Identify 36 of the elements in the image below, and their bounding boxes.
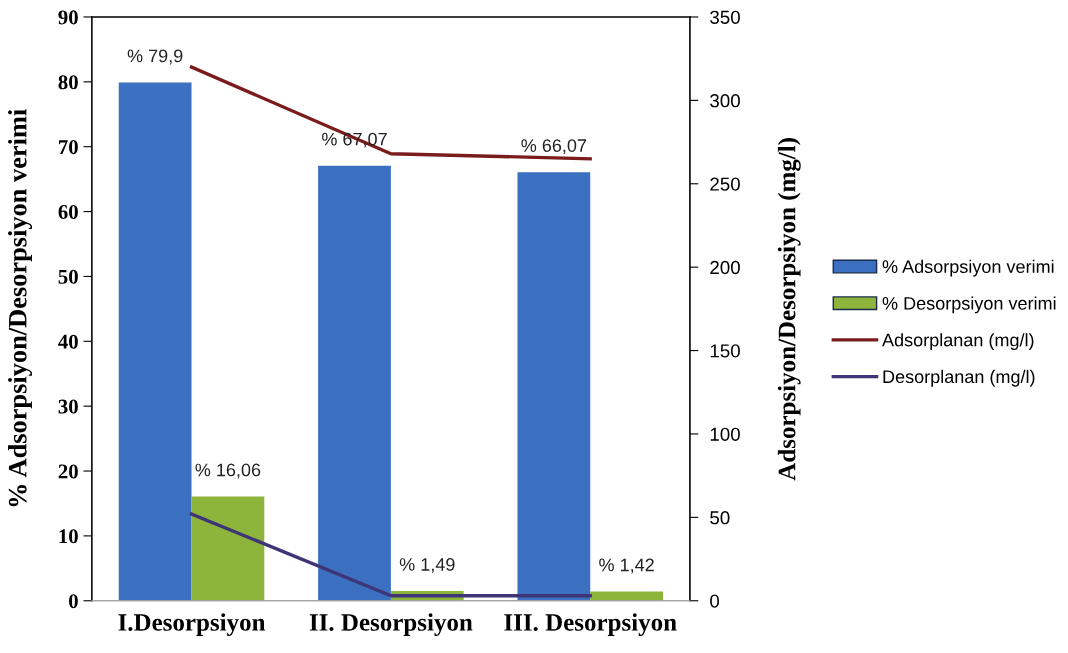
data-label: % 79,9 [127,49,183,65]
y2-tick-label: 350 [710,10,740,24]
y-axis-title: % Adsorpsiyon/Desorpsiyon verimi [8,109,33,507]
bar [191,496,265,601]
legend-label: Desorplanan (mg/l) [883,369,1035,387]
y-tick-label: 20 [58,464,78,479]
y2-tick-label: 0 [710,594,720,608]
data-label: % 66,07 [521,139,587,155]
y2-tick-label: 250 [710,177,740,191]
y2-tick-label: 100 [710,427,740,441]
y-tick-label: 90 [58,10,78,25]
data-label: % 1,42 [599,558,654,574]
bar [318,165,391,601]
bar [118,82,192,601]
x-tick-label: II. Desorpsiyon [309,613,473,636]
y-tick-label: 60 [58,204,78,220]
legend-label: % Desorpsiyon verimi [882,296,1056,314]
y-tick-label: 0 [69,594,78,609]
y-tick-label: 40 [58,334,78,349]
x-tick-label: III. Desorpsiyon [504,613,677,636]
y2-axis-title: Adsorpsiyon/Desorpsiyon (mg/l) [777,138,801,481]
y-tick-label: 10 [59,529,78,544]
legend-label: Adsorplanan (mg/l) [882,333,1034,350]
x-tick-label: I.Desorpsiyon [118,613,266,636]
y2-tick-label: 300 [710,94,740,108]
data-label: % 1,49 [399,558,455,573]
data-label: % 16,06 [195,463,261,479]
y-tick-label: 70 [59,140,78,155]
bar [517,172,591,601]
legend-label: % Adsorpsiyon verimi [882,259,1054,277]
y2-tick-label: 50 [710,511,730,525]
y-tick-label: 80 [58,75,78,90]
y2-tick-label: 150 [710,344,740,358]
y2-tick-label: 200 [710,260,740,275]
y-tick-label: 30 [58,399,78,414]
y-tick-label: 50 [58,269,78,284]
